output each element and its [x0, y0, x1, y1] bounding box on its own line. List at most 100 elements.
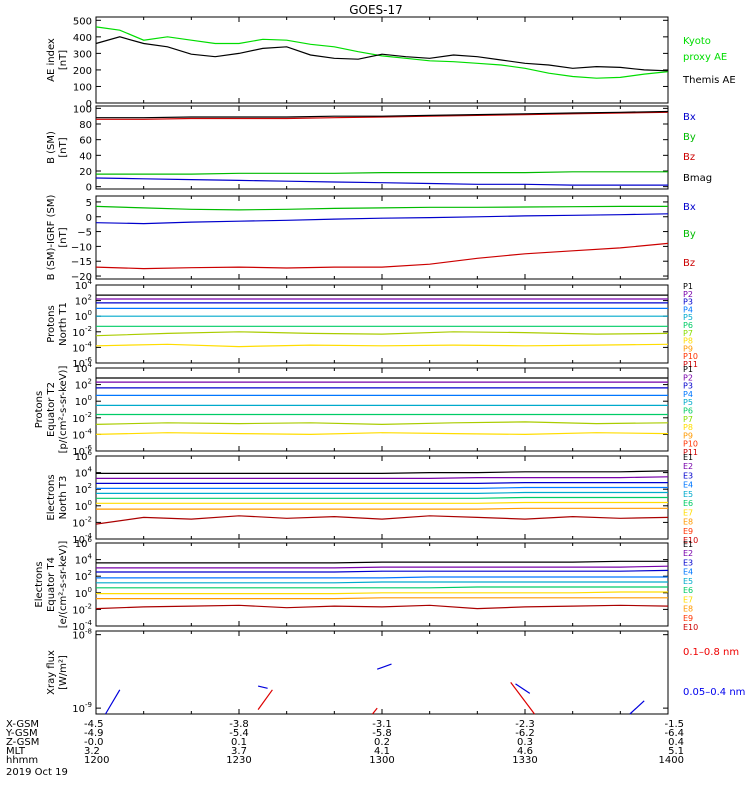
y-tick-label: 102: [75, 294, 92, 308]
y-axis-label: Xray flux: [46, 650, 57, 695]
y-tick-label: −15: [71, 257, 92, 268]
panel-frame: [95, 542, 669, 627]
series-line-by: [95, 205, 668, 211]
series-line-e4: [96, 576, 668, 579]
series-line-p8: [95, 343, 669, 348]
legend-label: proxy AE: [683, 52, 727, 63]
series-line-e1: [96, 470, 669, 474]
y-tick-label: 200: [73, 66, 92, 77]
footer-value: -0.0: [84, 737, 104, 748]
y-tick-label: 10-2: [72, 325, 92, 339]
y-tick-exponent: -4: [85, 619, 93, 627]
y-tick-label: 400: [73, 33, 92, 44]
legend-label: P8: [683, 423, 693, 432]
legend-label: Bz: [683, 258, 695, 269]
series-line-p8: [95, 432, 669, 436]
legend-label: Themis AE: [682, 75, 736, 86]
series-line-e7: [96, 501, 668, 504]
legend-label: P11: [683, 448, 698, 457]
series-line-e6: [96, 496, 668, 499]
panel-frame: [95, 630, 669, 715]
y-tick-exponent: 4: [88, 361, 93, 369]
legend-label: Bx: [683, 202, 696, 213]
y-tick-label: 5: [86, 198, 92, 209]
series-line-e10: [95, 604, 669, 610]
footer-row-label: Y-GSM: [5, 728, 38, 739]
y-tick-exponent: 2: [88, 294, 92, 302]
legend-label: P1: [683, 282, 693, 291]
panel-frame: [95, 367, 669, 452]
y-tick-label: 106: [75, 449, 93, 463]
y-axis-label: Equator T4: [46, 557, 57, 612]
legend-label: E2: [683, 462, 693, 471]
series-line-p7: [95, 331, 669, 337]
series-line-e6: [96, 586, 668, 589]
legend-label: Bx: [683, 112, 696, 123]
series-line-bz: [96, 111, 669, 120]
y-axis-label: Equator T2: [46, 382, 57, 437]
legend-label: P9: [683, 431, 693, 440]
legend-label: P4: [683, 390, 693, 399]
legend-label: 0.1–0.8 nm: [683, 647, 739, 658]
y-tick-exponent: 4: [88, 553, 93, 561]
y-axis-label: Electrons: [46, 474, 57, 520]
footer-value: 1330: [512, 755, 537, 766]
y-tick-exponent: -2: [85, 602, 92, 610]
legend-label: E9: [683, 614, 693, 623]
xray-segment: [372, 707, 378, 715]
footer-value: 4.1: [374, 746, 390, 757]
xray-segment: [104, 689, 121, 715]
xray-segment: [257, 685, 268, 689]
legend-label: E1: [683, 453, 693, 462]
legend-label: E7: [683, 595, 693, 604]
y-axis-label: [e/(cm²-s-sr-keV)]: [58, 541, 69, 629]
y-tick-label: 102: [75, 378, 92, 392]
series-line-e7: [96, 591, 668, 595]
y-tick-label: 100: [73, 82, 92, 93]
footer: X-GSM -4.5 -3.8 -3.1 -2.3 -1.5 Y-GSM -4.9 -5.4 -5…: [5, 719, 684, 766]
y-tick-exponent: 6: [88, 449, 93, 457]
y-tick-exponent: 2: [88, 482, 92, 490]
legend-label: E9: [683, 527, 693, 536]
series-line-bz: [95, 242, 669, 270]
y-tick-exponent: -4: [85, 532, 93, 540]
panel-digrf: −20 −15 −10 −5 0 5 B (SM)-IGRF (SM) [nT] Bx By Bz: [46, 195, 696, 284]
footer-value: 0.3: [517, 737, 533, 748]
legend-label: 0.05–0.4 nm: [683, 687, 745, 698]
y-axis-label: [W/m²]: [58, 655, 69, 690]
footer-value: -3.8: [229, 719, 249, 730]
y-tick-label: 10-9: [72, 701, 92, 715]
y-axis-label: Protons: [46, 305, 57, 342]
xray-segment: [376, 663, 392, 670]
legend-label: P3: [683, 382, 693, 391]
series-line-e8: [96, 507, 668, 510]
footer-row-label: MLT: [6, 746, 26, 757]
footer-value: 0.4: [668, 737, 684, 748]
y-tick-label: 104: [75, 361, 93, 375]
footer-value: 3.7: [231, 746, 247, 757]
legend-label: Bmag: [683, 173, 712, 184]
series-line-bmag: [96, 110, 669, 119]
footer-value: -1.5: [664, 719, 684, 730]
footer-value: 3.2: [84, 746, 100, 757]
footer-value: -5.8: [372, 728, 392, 739]
footer-value: 1400: [659, 755, 684, 766]
panel-frame: [95, 284, 669, 364]
legend-label: P1: [683, 365, 693, 374]
y-tick-label: −20: [71, 272, 92, 283]
y-tick-label: 102: [75, 569, 92, 583]
y-tick-label: −5: [77, 228, 92, 239]
legend-label: E4: [683, 481, 693, 490]
y-axis-label: [nT]: [58, 50, 69, 70]
plot-title: GOES-17: [349, 3, 403, 17]
legend-label: P7: [683, 415, 693, 424]
y-tick-label: 104: [75, 466, 93, 480]
legend-label: By: [683, 132, 696, 143]
y-tick-label: 10-2: [72, 411, 92, 425]
legend-label: E3: [683, 471, 693, 480]
footer-row-label: X-GSM: [6, 719, 39, 730]
y-axis-label: Protons: [34, 391, 45, 428]
legend-label: P8: [683, 337, 693, 346]
